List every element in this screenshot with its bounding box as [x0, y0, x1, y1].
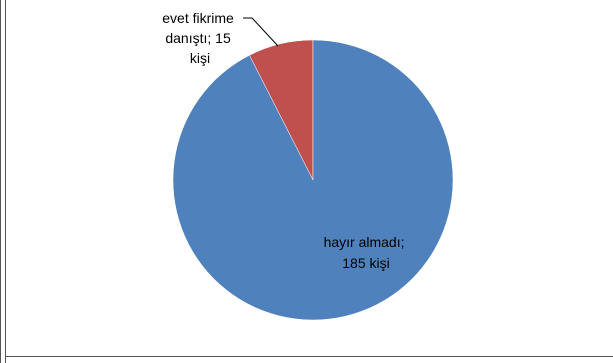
pie-slice-hayir: [172, 39, 454, 321]
data-label-evet-line-2: danıştı; 15: [165, 30, 231, 46]
frame-border-bottom: [5, 356, 613, 357]
frame-border-left-inner: [5, 0, 6, 363]
data-label-hayir-line-1: hayır almadı;: [324, 234, 405, 250]
data-label-evet-line-3: kişi: [190, 50, 210, 66]
data-label-hayir: hayır almadı; 185 kişi: [324, 234, 409, 271]
data-label-evet: evet fikrime danıştı; 15 kişi: [162, 10, 237, 66]
pie-slices: [172, 39, 454, 321]
data-label-evet-line-1: evet fikrime: [162, 10, 234, 26]
leader-line-evet: [243, 17, 279, 47]
frame-border-left-outer: [0, 0, 1, 363]
data-label-hayir-line-2: 185 kişi: [342, 255, 389, 271]
